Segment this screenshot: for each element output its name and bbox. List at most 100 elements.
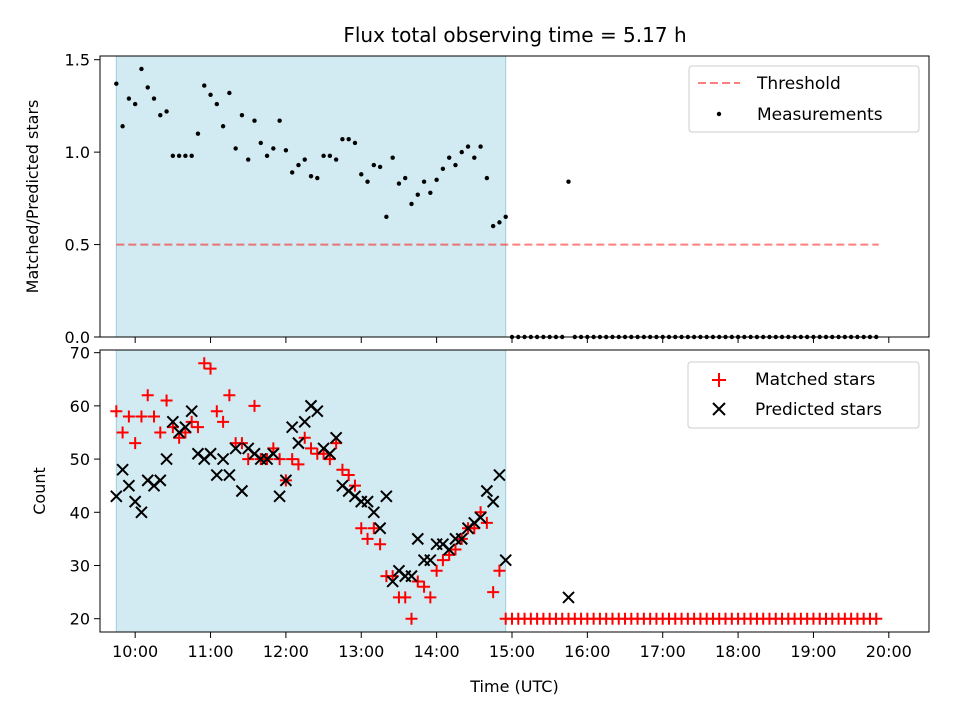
y-tick-label: 20 [70,610,90,629]
predicted-star-point [223,468,236,482]
matched-legend-label: Matched stars [755,370,875,390]
matched-star-point [436,554,449,567]
x-tick-label: 13:00 [338,642,384,661]
measurement-point [484,175,490,181]
matched-star-point [122,410,135,423]
predicted-star-point [329,431,343,444]
measurement-point [233,146,238,151]
predicted-star-point [216,452,230,466]
matched-star-point [424,591,437,604]
threshold-legend-label: Threshold [756,74,841,94]
predicted-star-point [128,495,142,508]
x-tick-label: 12:00 [263,642,309,661]
matched-star-point [160,394,173,407]
measurement-point [346,136,351,142]
top-x-ticks [134,337,890,343]
matched-star-point [870,612,883,625]
predicted-star-point [292,436,305,450]
measurement-point [403,175,408,181]
matched-star-point [129,437,142,450]
measurement-point [195,131,201,136]
predicted-star-point [166,415,180,429]
measurement-point [296,162,301,168]
bottom-legend: Matched stars Predicted stars [687,361,920,429]
measurement-point [227,90,232,96]
predicted-star-point [499,553,512,567]
measurement-point [170,153,176,159]
matched-star-point [235,437,248,450]
bottom-y-ticks: 20 30 40 50 60 70 [70,344,100,629]
predicted-star-point [367,506,381,519]
measurement-point [189,153,194,159]
top-y-ticks: 0.0 0.5 1.0 1.5 [65,51,100,347]
measurement-point [415,192,420,197]
predicted-legend-label: Predicted stars [755,400,882,420]
measurement-point [352,140,358,146]
matched-star-point [487,586,500,599]
predicted-star-point [285,420,299,434]
predicted-star-point [323,447,337,460]
measurement-point [246,157,251,162]
matched-star-point [135,410,148,423]
predicted-star-point [424,553,437,567]
matched-star-point [148,410,161,423]
predicted-star-point [279,474,293,487]
predicted-star-point [122,479,136,492]
predicted-star-point [361,495,374,508]
predicted-star-point [386,575,399,588]
matched-star-point [242,453,255,466]
measurement-point [440,166,446,171]
y-tick-label: 30 [70,556,90,575]
measurement-point [434,177,439,183]
matched-star-point [480,516,493,529]
measurement-point [277,118,282,123]
x-axis-label: Time (UTC) [469,677,558,696]
measurement-point [384,214,389,220]
measurement-point [465,144,471,149]
predicted-star-point [154,474,167,487]
x-tick-label: 15:00 [489,642,535,661]
measurement-point [183,153,188,159]
matched-star-point [348,479,361,492]
matched-legend-swatch [712,373,726,387]
measurement-point [302,157,307,162]
bottom-y-axis-label: Count [30,467,49,515]
matched-star-point [411,575,424,588]
y-tick-label: 0.0 [65,328,90,347]
predicted-star-point [405,569,418,583]
predicted-star-point [110,490,123,503]
measurements-legend-label: Measurements [757,105,883,125]
matched-star-point [154,426,167,439]
y-tick-label: 70 [70,344,90,363]
top-legend-box [688,65,920,133]
measurement-point [365,179,370,184]
predicted-star-point [204,447,217,460]
matched-star-point [361,532,374,545]
measurement-point [333,157,339,162]
predicted-star-point [486,495,500,508]
matched-star-point [374,538,387,551]
measurement-point [214,101,220,107]
matched-star-point [336,463,349,476]
measurement-point [289,170,295,175]
measurement-point [340,136,345,142]
predicted-star-point [442,543,456,556]
bottom-legend-box [687,361,920,429]
top-y-axis-label: Matched/Predicted stars [23,100,42,294]
measurement-point [421,179,427,184]
measurement-point [453,162,458,168]
predicted-star-point [273,490,286,503]
measurement-point [409,201,414,207]
measurement-point [396,181,402,186]
measurement-point [176,153,182,159]
predicted-star-point [455,532,468,546]
y-tick-label: 1.5 [65,51,90,70]
measurement-point [283,148,289,153]
observing-window-shade [115,55,507,338]
measurement-point [145,85,150,90]
measurement-point [390,155,395,160]
x-tick-label: 14:00 [414,642,460,661]
measurement-point [271,146,276,151]
y-tick-label: 60 [70,397,90,416]
measurement-point [566,179,571,184]
